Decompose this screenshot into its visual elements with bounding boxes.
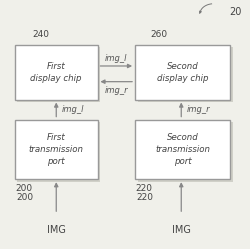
Text: img_l: img_l [61,105,84,114]
Text: 20: 20 [229,7,241,17]
FancyBboxPatch shape [15,120,98,179]
FancyBboxPatch shape [15,45,98,100]
Text: 260: 260 [150,30,167,39]
Text: 200: 200 [15,184,32,193]
Text: IMG: IMG [172,225,191,235]
Text: First
transmission
port: First transmission port [29,133,84,166]
Text: First
display chip: First display chip [30,62,82,83]
Text: img_r: img_r [186,105,210,114]
FancyBboxPatch shape [135,120,230,179]
Text: img_l: img_l [105,54,128,63]
FancyBboxPatch shape [18,47,100,102]
Text: img_r: img_r [104,86,128,95]
Text: 220: 220 [136,193,153,202]
Text: IMG: IMG [47,225,66,235]
Text: 240: 240 [32,30,50,39]
Text: 200: 200 [16,193,34,202]
Text: Second
transmission
port: Second transmission port [155,133,210,166]
FancyBboxPatch shape [138,47,232,102]
FancyBboxPatch shape [135,45,230,100]
FancyBboxPatch shape [138,122,232,182]
FancyBboxPatch shape [18,122,100,182]
Text: 220: 220 [135,184,152,193]
Text: Second
display chip: Second display chip [157,62,208,83]
